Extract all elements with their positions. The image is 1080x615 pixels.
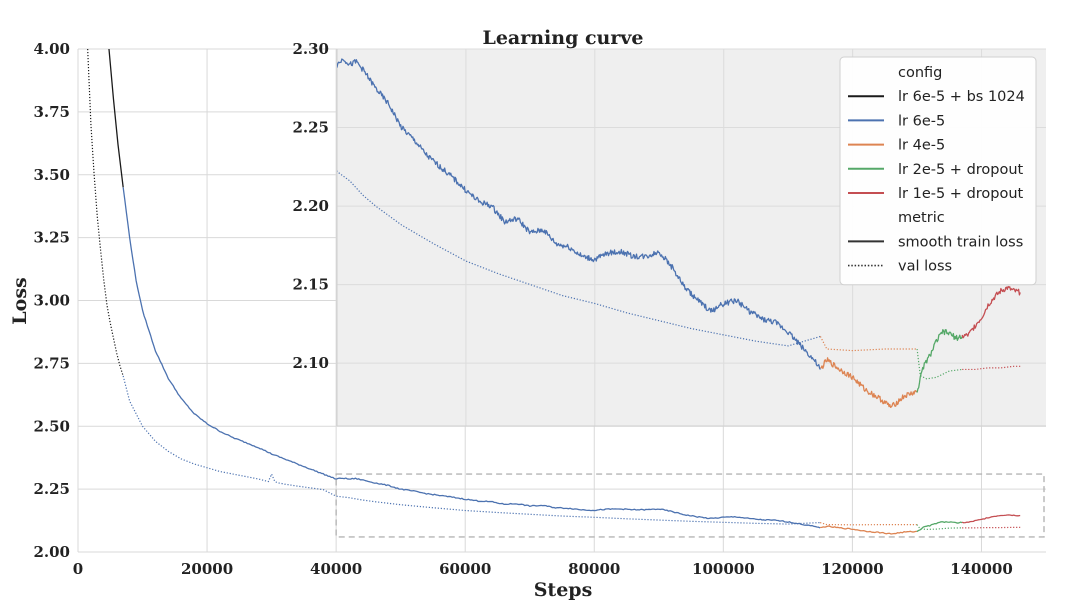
x-tick-label: 100000 bbox=[692, 560, 755, 578]
inset-y-tick-label: 2.10 bbox=[292, 354, 329, 372]
series-line-lr-2e-5-dropout-val-loss bbox=[916, 524, 963, 530]
series-line-lr-2e-5-dropout-train-loss bbox=[916, 521, 963, 533]
inset-y-tick-label: 2.15 bbox=[292, 276, 329, 294]
y-tick-label: 2.50 bbox=[33, 417, 70, 435]
inset-series-line-lr-4e-5-train-loss bbox=[820, 357, 918, 408]
legend-entry-label: val loss bbox=[898, 259, 952, 275]
legend-entry-label: smooth train loss bbox=[898, 234, 1023, 250]
inset-series-line-lr-2e-5-dropout-val-loss bbox=[916, 348, 963, 380]
legend-entry-label: lr 1e-5 + dropout bbox=[898, 186, 1024, 202]
y-tick-label: 3.75 bbox=[33, 103, 70, 121]
series-line-lr-1e-5-dropout-train-loss bbox=[961, 514, 1021, 524]
y-tick-label: 2.00 bbox=[33, 543, 70, 561]
inset-series-line-lr-4e-5-val-loss bbox=[819, 336, 918, 352]
chart-title: Learning curve bbox=[482, 27, 643, 49]
y-tick-label: 4.00 bbox=[33, 40, 70, 58]
legend-entry-label: lr 6e-5 bbox=[898, 113, 945, 129]
series-line-lr-4e-5-val-loss bbox=[819, 521, 917, 526]
series-line-lr-4e-5-train-loss bbox=[820, 525, 917, 535]
x-tick-label: 120000 bbox=[821, 560, 884, 578]
series-line-lr-6e-5-val-loss bbox=[122, 375, 821, 525]
legend-entry-label: lr 4e-5 bbox=[898, 138, 945, 154]
inset-y-tick-label: 2.25 bbox=[292, 119, 329, 137]
x-tick-label: 20000 bbox=[181, 560, 233, 578]
inset-series-line-lr-6e-5-train-loss bbox=[337, 58, 821, 370]
inset-series-line-lr-1e-5-dropout-train-loss bbox=[961, 285, 1021, 339]
y-tick-label: 2.25 bbox=[33, 480, 70, 498]
x-tick-label: 80000 bbox=[568, 560, 620, 578]
x-axis-title: Steps bbox=[534, 579, 593, 601]
x-tick-label: 40000 bbox=[310, 560, 362, 578]
x-tick-label: 60000 bbox=[439, 560, 491, 578]
y-axis-title: Loss bbox=[9, 277, 31, 324]
y-tick-label: 2.75 bbox=[33, 354, 70, 372]
inset-y-tick-label: 2.30 bbox=[292, 40, 329, 58]
legend-header: config bbox=[898, 65, 942, 81]
inset-series-line-lr-2e-5-dropout-train-loss bbox=[916, 329, 963, 393]
x-tick-label: 0 bbox=[73, 560, 83, 578]
zoom-indicator-box bbox=[335, 473, 1045, 538]
legend-entry-label: lr 6e-5 + bs 1024 bbox=[898, 89, 1025, 105]
legend-entry-label: lr 2e-5 + dropout bbox=[898, 162, 1024, 178]
y-tick-label: 3.50 bbox=[33, 166, 70, 184]
y-tick-label: 3.00 bbox=[33, 292, 70, 310]
legend-header: metric bbox=[898, 210, 945, 226]
y-tick-label: 3.25 bbox=[33, 229, 70, 247]
series-line-lr-6e-5-bs-1024-val-loss bbox=[87, 49, 124, 377]
series-line-lr-6e-5-train-loss bbox=[122, 187, 821, 529]
series-line-lr-6e-5-bs-1024-train-loss bbox=[108, 49, 124, 188]
inset-y-tick-label: 2.20 bbox=[292, 197, 329, 215]
x-tick-label: 140000 bbox=[950, 560, 1013, 578]
legend-box bbox=[839, 56, 1037, 286]
legend: config lr 6e-5 + bs 1024 lr 6e-5 lr 4e-5 lr … bbox=[839, 56, 1037, 286]
